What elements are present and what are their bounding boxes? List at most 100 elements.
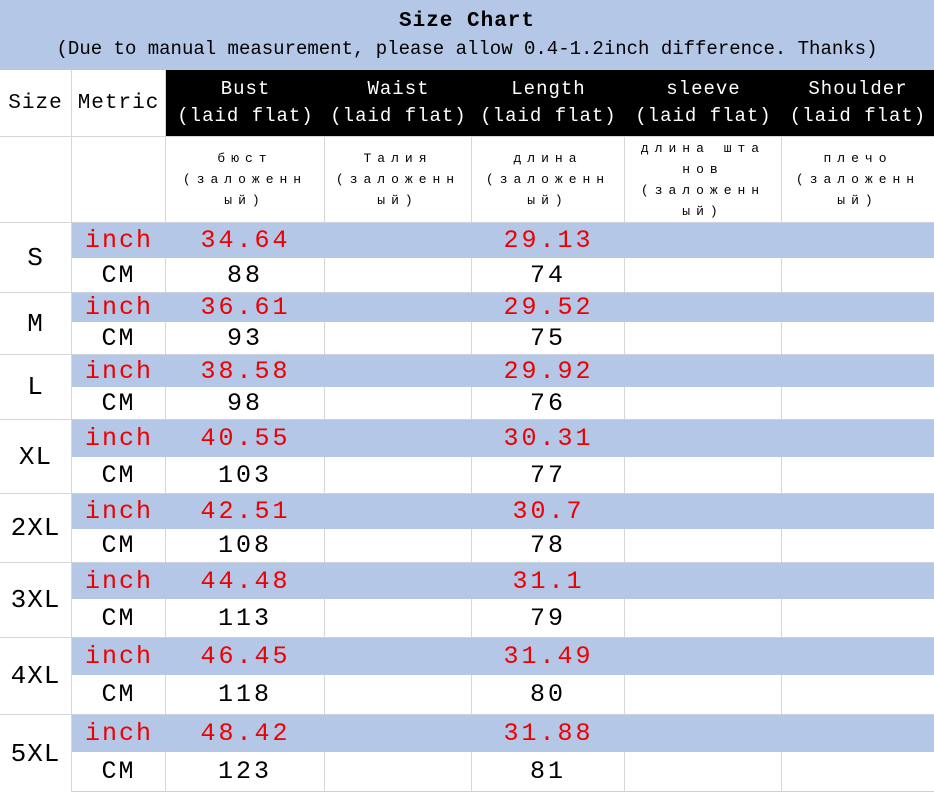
row-5xl-cm: CM 123 81 [0, 752, 934, 792]
row-s-inch: S inch 34.64 29.13 [0, 222, 934, 292]
cell-4xl-inch-length: 31.49 [472, 637, 625, 675]
cell-s-cm-sleeve [625, 258, 782, 292]
col-header-waist-name: Waist [367, 78, 430, 100]
cell-2xl-inch-length: 30.7 [472, 493, 625, 529]
ru-header-metric-empty [72, 137, 166, 222]
cell-3xl-inch-waist [325, 562, 472, 599]
unit-cm-2xl: CM [72, 529, 166, 562]
cell-2xl-inch-sleeve [625, 493, 782, 529]
row-5xl-inch: 5XL inch 48.42 31.88 [0, 714, 934, 792]
size-chart-table: Size Metric Bust (laid flat) Waist (laid… [0, 70, 934, 792]
size-label-xl: XL [0, 419, 72, 493]
cell-l-inch-length: 29.92 [472, 354, 625, 387]
unit-inch-s: inch [72, 222, 166, 258]
col-header-length-name: Length [511, 78, 586, 100]
size-label-2xl: 2XL [0, 493, 72, 562]
cell-4xl-cm-bust: 118 [166, 675, 325, 714]
cell-xl-cm-length: 77 [472, 457, 625, 493]
col-header-sleeve: sleeve (laid flat) [625, 70, 782, 137]
cell-3xl-cm-waist [325, 599, 472, 637]
cell-3xl-cm-shoulder [782, 599, 934, 637]
cell-l-cm-length: 76 [472, 387, 625, 419]
cell-s-inch-shoulder [782, 222, 934, 258]
cell-s-inch-waist [325, 222, 472, 258]
cell-xl-inch-length: 30.31 [472, 419, 625, 457]
cell-m-cm-bust: 93 [166, 322, 325, 354]
cell-xl-cm-shoulder [782, 457, 934, 493]
col-header-waist-sub: (laid flat) [330, 105, 467, 127]
cell-2xl-inch-waist [325, 493, 472, 529]
cell-3xl-inch-shoulder [782, 562, 934, 599]
row-xl-inch: XL inch 40.55 30.31 [0, 419, 934, 493]
cell-4xl-cm-length: 80 [472, 675, 625, 714]
cell-m-inch-waist [325, 292, 472, 322]
col-header-waist: Waist (laid flat) [325, 70, 472, 137]
cell-2xl-cm-length: 78 [472, 529, 625, 562]
col-header-length: Length (laid flat) [472, 70, 625, 137]
cell-4xl-cm-waist [325, 675, 472, 714]
col-header-metric: Metric [72, 70, 166, 137]
row-3xl-inch: 3XL inch 44.48 31.1 [0, 562, 934, 637]
cell-s-cm-length: 74 [472, 258, 625, 292]
unit-cm-l: CM [72, 387, 166, 419]
cell-4xl-inch-shoulder [782, 637, 934, 675]
cell-5xl-inch-shoulder [782, 714, 934, 752]
cell-s-cm-waist [325, 258, 472, 292]
cell-4xl-inch-bust: 46.45 [166, 637, 325, 675]
unit-cm-xl: CM [72, 457, 166, 493]
col-header-shoulder: Shoulder (laid flat) [782, 70, 934, 137]
row-m-inch: M inch 36.61 29.52 [0, 292, 934, 354]
row-s-cm: CM 88 74 [0, 258, 934, 292]
cell-m-cm-sleeve [625, 322, 782, 354]
cell-s-inch-bust: 34.64 [166, 222, 325, 258]
cell-m-inch-sleeve [625, 292, 782, 322]
cell-xl-inch-sleeve [625, 419, 782, 457]
cell-5xl-cm-sleeve [625, 752, 782, 792]
ru-header-size-empty [0, 137, 72, 222]
cell-5xl-inch-sleeve [625, 714, 782, 752]
cell-l-inch-shoulder [782, 354, 934, 387]
cell-2xl-cm-sleeve [625, 529, 782, 562]
cell-4xl-cm-shoulder [782, 675, 934, 714]
unit-inch-2xl: inch [72, 493, 166, 529]
row-4xl-inch: 4XL inch 46.45 31.49 [0, 637, 934, 714]
col-header-bust-sub: (laid flat) [177, 105, 314, 127]
page-title: Size Chart [398, 9, 536, 33]
ru-header-length: длина (заложенн ый) [472, 137, 625, 222]
unit-cm-4xl: CM [72, 675, 166, 714]
cell-l-cm-bust: 98 [166, 387, 325, 419]
cell-5xl-cm-waist [325, 752, 472, 792]
cell-l-cm-sleeve [625, 387, 782, 419]
cell-m-inch-length: 29.52 [472, 292, 625, 322]
col-header-sleeve-name: sleeve [666, 78, 741, 100]
size-label-4xl: 4XL [0, 637, 72, 714]
cell-3xl-inch-sleeve [625, 562, 782, 599]
cell-l-cm-waist [325, 387, 472, 419]
cell-m-cm-shoulder [782, 322, 934, 354]
cell-xl-cm-waist [325, 457, 472, 493]
unit-cm-s: CM [72, 258, 166, 292]
cell-5xl-cm-length: 81 [472, 752, 625, 792]
cell-4xl-inch-sleeve [625, 637, 782, 675]
measurement-note: (Due to manual measurement, please allow… [56, 37, 878, 60]
cell-4xl-cm-sleeve [625, 675, 782, 714]
unit-inch-3xl: inch [72, 562, 166, 599]
ru-header-shoulder: плечо (заложенн ый) [782, 137, 934, 222]
col-header-shoulder-name: Shoulder [808, 78, 908, 100]
unit-cm-3xl: CM [72, 599, 166, 637]
cell-xl-cm-bust: 103 [166, 457, 325, 493]
col-header-shoulder-sub: (laid flat) [789, 105, 927, 127]
cell-2xl-inch-bust: 42.51 [166, 493, 325, 529]
row-2xl-inch: 2XL inch 42.51 30.7 [0, 493, 934, 562]
cell-2xl-cm-shoulder [782, 529, 934, 562]
cell-3xl-inch-length: 31.1 [472, 562, 625, 599]
cell-s-inch-length: 29.13 [472, 222, 625, 258]
col-header-bust-name: Bust [220, 78, 271, 100]
cell-5xl-inch-length: 31.88 [472, 714, 625, 752]
col-header-bust: Bust (laid flat) [166, 70, 325, 137]
cell-l-cm-shoulder [782, 387, 934, 419]
row-l-cm: CM 98 76 [0, 387, 934, 419]
row-xl-cm: CM 103 77 [0, 457, 934, 493]
cell-3xl-cm-length: 79 [472, 599, 625, 637]
